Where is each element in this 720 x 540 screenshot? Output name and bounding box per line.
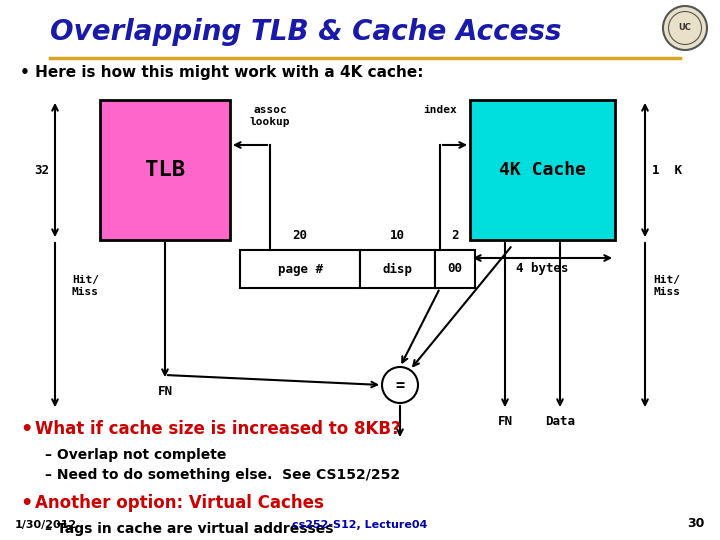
Text: Overlapping TLB & Cache Access: Overlapping TLB & Cache Access <box>50 18 562 46</box>
Text: 4 bytes: 4 bytes <box>516 262 569 275</box>
Text: – Overlap not complete: – Overlap not complete <box>45 448 226 462</box>
Text: • Here is how this might work with a 4K cache:: • Here is how this might work with a 4K … <box>20 65 423 80</box>
Text: FN: FN <box>498 415 513 428</box>
Text: cs252-S12, Lecture04: cs252-S12, Lecture04 <box>292 520 428 530</box>
Text: page #: page # <box>277 262 323 275</box>
Text: assoc
lookup: assoc lookup <box>250 105 290 126</box>
FancyBboxPatch shape <box>100 100 230 240</box>
Text: – Need to do something else.  See CS152/252: – Need to do something else. See CS152/2… <box>45 468 400 482</box>
Text: index: index <box>423 105 457 115</box>
Text: 32: 32 <box>35 164 50 177</box>
Text: 1/30/2012: 1/30/2012 <box>15 520 77 530</box>
Text: •: • <box>20 494 32 513</box>
Text: 30: 30 <box>688 517 705 530</box>
Text: Hit/
Miss: Hit/ Miss <box>653 275 680 296</box>
FancyBboxPatch shape <box>240 250 360 288</box>
Text: 2: 2 <box>451 229 459 242</box>
Text: 1  K: 1 K <box>652 164 682 177</box>
FancyBboxPatch shape <box>360 250 435 288</box>
Text: Another option: Virtual Caches: Another option: Virtual Caches <box>35 494 324 512</box>
Text: What if cache size is increased to 8KB?: What if cache size is increased to 8KB? <box>35 420 401 438</box>
Text: – Tags in cache are virtual addresses: – Tags in cache are virtual addresses <box>45 522 333 536</box>
FancyBboxPatch shape <box>470 100 615 240</box>
Text: 4K Cache: 4K Cache <box>499 161 586 179</box>
Text: UC: UC <box>678 24 691 32</box>
Text: 00: 00 <box>448 262 462 275</box>
Text: •: • <box>20 420 32 439</box>
Text: Hit/
Miss: Hit/ Miss <box>72 275 99 296</box>
Circle shape <box>382 367 418 403</box>
Text: 10: 10 <box>390 229 405 242</box>
Text: disp: disp <box>382 262 413 275</box>
Text: Data: Data <box>545 415 575 428</box>
Text: =: = <box>395 377 405 393</box>
Circle shape <box>663 6 707 50</box>
Text: 20: 20 <box>292 229 307 242</box>
FancyBboxPatch shape <box>435 250 475 288</box>
Text: FN: FN <box>158 385 173 398</box>
Text: TLB: TLB <box>145 160 185 180</box>
